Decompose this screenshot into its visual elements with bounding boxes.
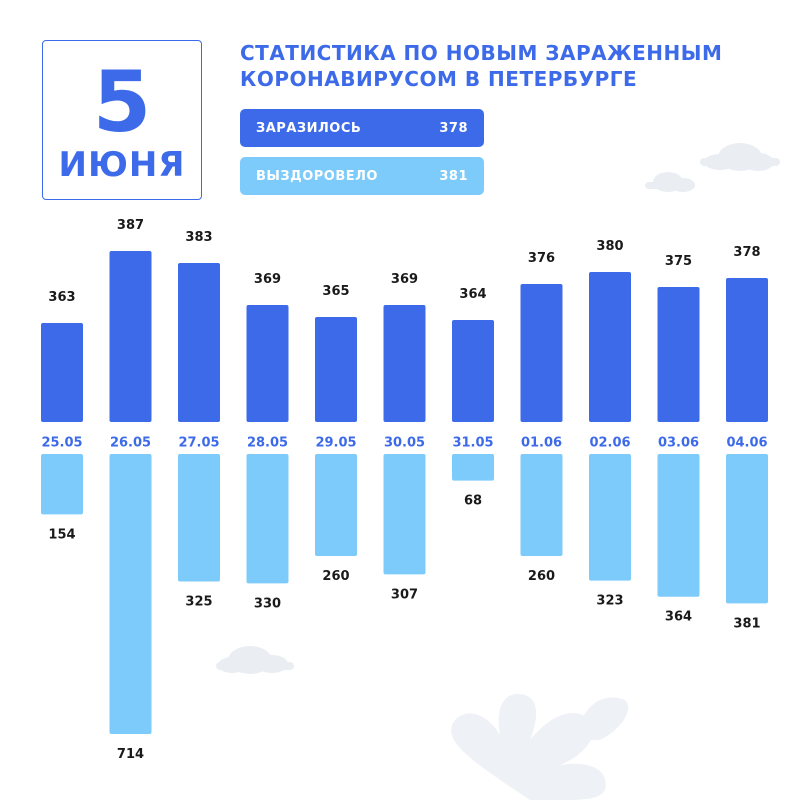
category-label: 25.05 [41,436,82,451]
value-label-recovered: 260 [528,569,555,584]
bar-recovered [452,454,494,481]
value-label-recovered: 68 [464,494,482,509]
value-label-infected: 380 [596,239,623,254]
category-label: 28.05 [247,436,288,451]
bar-infected [520,284,563,422]
value-label-recovered: 325 [185,594,212,609]
date-card: 5 ИЮНЯ [42,40,202,200]
category-label: 29.05 [315,436,356,451]
value-label-infected: 383 [185,230,212,245]
value-label-infected: 369 [391,272,418,287]
value-label-recovered: 364 [665,610,692,625]
bar-recovered [41,454,83,515]
bar-infected [178,263,220,422]
bar-infected [383,305,426,422]
value-label-infected: 378 [733,245,760,260]
legend-infected-label: ЗАРАЗИЛОСЬ [256,120,362,136]
bar-infected [315,317,357,422]
bar-infected [726,278,768,422]
value-label-infected: 369 [254,272,281,287]
cloud-icon [645,172,695,192]
legend-recovered: ВЫЗДОРОВЕЛО 381 [240,157,484,195]
value-label-recovered: 330 [254,596,281,611]
bar-recovered [657,454,700,597]
category-label: 31.05 [452,436,493,451]
bar-recovered [726,454,768,604]
category-label: 27.05 [178,436,219,451]
value-label-infected: 363 [48,290,75,305]
category-label: 26.05 [110,436,151,451]
category-label: 04.06 [726,436,767,451]
value-label-recovered: 307 [391,587,418,602]
value-label-infected: 375 [665,254,692,269]
bar-recovered [178,454,220,582]
bar-recovered [109,454,152,734]
bar-infected [589,272,631,422]
value-label-infected: 387 [117,218,144,233]
legend-recovered-label: ВЫЗДОРОВЕЛО [256,168,378,184]
title-line-1: СТАТИСТИКА ПО НОВЫМ ЗАРАЖЕННЫМ [240,41,723,65]
legend-infected: ЗАРАЗИЛОСЬ 378 [240,109,484,147]
bar-infected [41,323,83,422]
bar-recovered [589,454,631,581]
legend-infected-value: 378 [439,120,468,136]
cloud-icon [216,646,294,674]
value-label-recovered: 154 [48,527,75,542]
bar-recovered [246,454,289,584]
page-title: СТАТИСТИКА ПО НОВЫМ ЗАРАЖЕННЫМ КОРОНАВИР… [240,40,780,92]
category-label: 01.06 [521,436,562,451]
date-month: ИЮНЯ [58,145,186,185]
bar-infected [109,251,152,422]
leaf-icon [451,694,629,800]
category-label: 03.06 [658,436,699,451]
date-day: 5 [92,53,152,151]
title-line-2: КОРОНАВИРУСОМ В ПЕТЕРБУРГЕ [240,67,638,91]
bar-recovered [520,454,563,556]
value-label-recovered: 381 [733,616,760,631]
category-label: 02.06 [589,436,630,451]
value-label-infected: 364 [459,287,486,302]
bar-recovered [383,454,426,575]
bar-infected [246,305,289,422]
bar-infected [452,320,494,422]
bar-recovered [315,454,357,556]
legend-recovered-value: 381 [439,168,468,184]
value-label-recovered: 260 [322,569,349,584]
value-label-infected: 365 [322,284,349,299]
value-label-recovered: 714 [117,747,144,762]
cloud-icon [700,143,780,171]
value-label-recovered: 323 [596,594,623,609]
category-label: 30.05 [384,436,425,451]
bar-infected [657,287,700,422]
value-label-infected: 376 [528,251,555,266]
